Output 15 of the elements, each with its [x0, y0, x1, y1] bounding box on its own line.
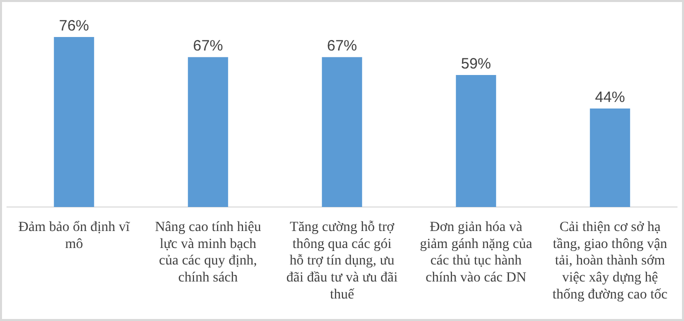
bar: [590, 108, 630, 207]
bar: [188, 57, 228, 207]
x-tick-label: Đơn giản hóa và giảm gánh nặng của các thủ tục hành chính vào các DN: [420, 220, 533, 286]
bar: [54, 36, 94, 207]
x-tick-label: Tăng cường hỗ trợ thông qua các gói hỗ trợ tín dụng, ưu đãi đầu tư và ưu đãi thuế: [286, 220, 398, 302]
x-tick-label: Đảm bảo ổn định vĩ mô: [18, 220, 131, 252]
data-label: 59%: [460, 56, 492, 73]
data-label: 67%: [192, 38, 224, 55]
bar: [456, 74, 496, 207]
x-tick-label: Nâng cao tính hiệu lực và minh bạch của các quy định, chính sách: [154, 220, 262, 286]
data-label: 76%: [58, 18, 90, 35]
data-label: 44%: [594, 89, 626, 106]
x-tick-label: Cải thiện cơ sở hạ tầng, giao thông vận tải, hoàn thành sớm việc xây dựng hệ thống đường cao tốc: [552, 220, 668, 302]
bar: [322, 57, 362, 207]
data-label: 67%: [326, 38, 358, 55]
